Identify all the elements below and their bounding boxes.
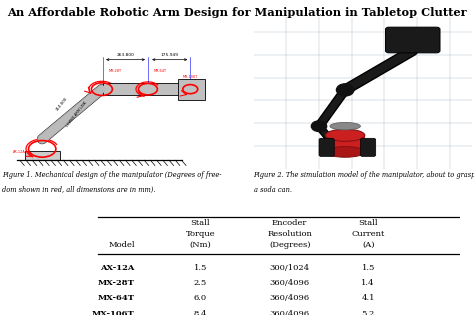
Text: Resolution: Resolution xyxy=(267,230,312,238)
Text: dom shown in red, all dimensions are in mm).: dom shown in red, all dimensions are in … xyxy=(2,186,156,194)
Text: MX-28T: MX-28T xyxy=(109,69,122,73)
Text: Figure 1. Mechanical design of the manipulator (Degrees of free-: Figure 1. Mechanical design of the manip… xyxy=(2,171,222,179)
FancyBboxPatch shape xyxy=(178,78,205,100)
Text: AX-12A: AX-12A xyxy=(100,264,135,272)
Text: Stall: Stall xyxy=(191,219,210,227)
Text: 263.800: 263.800 xyxy=(117,53,135,57)
FancyBboxPatch shape xyxy=(360,138,376,157)
Text: 6.0: 6.0 xyxy=(194,295,207,302)
Circle shape xyxy=(337,84,354,96)
Text: MX-64T: MX-64T xyxy=(154,69,167,73)
Text: An Affordable Robotic Arm Design for Manipulation in Tabletop Clutter: An Affordable Robotic Arm Design for Man… xyxy=(7,7,467,18)
Text: 2.5: 2.5 xyxy=(194,279,207,287)
Text: 4.1: 4.1 xyxy=(362,295,375,302)
Text: 5.2: 5.2 xyxy=(362,310,375,315)
Text: 8.4: 8.4 xyxy=(193,310,207,315)
FancyBboxPatch shape xyxy=(25,151,60,160)
Ellipse shape xyxy=(330,123,360,130)
FancyBboxPatch shape xyxy=(319,138,334,157)
Text: MX-64T: MX-64T xyxy=(98,295,135,302)
FancyBboxPatch shape xyxy=(385,27,440,53)
FancyBboxPatch shape xyxy=(326,135,365,152)
Text: MX-106T: MX-106T xyxy=(182,75,198,79)
Text: 1.5: 1.5 xyxy=(193,264,207,272)
Text: Model: Model xyxy=(108,241,135,249)
Text: 360/4096: 360/4096 xyxy=(270,295,310,302)
Text: Figure 2. The simulation model of the manipulator, about to grasp: Figure 2. The simulation model of the ma… xyxy=(254,171,474,179)
Text: 360/4096: 360/4096 xyxy=(270,279,310,287)
Ellipse shape xyxy=(326,129,365,141)
Text: 175.949: 175.949 xyxy=(160,53,178,57)
Text: (A): (A) xyxy=(362,241,374,249)
FancyBboxPatch shape xyxy=(103,83,182,95)
Ellipse shape xyxy=(326,146,365,157)
Text: MX-28T: MX-28T xyxy=(98,279,135,287)
Circle shape xyxy=(311,121,327,131)
Text: 1.4: 1.4 xyxy=(362,279,375,287)
Text: Torque: Torque xyxy=(185,230,215,238)
Text: 214.000: 214.000 xyxy=(55,97,69,112)
Text: AX-12A: AX-12A xyxy=(13,150,26,154)
Text: 360/4096: 360/4096 xyxy=(270,310,310,315)
Text: Encoder: Encoder xyxy=(272,219,308,227)
Text: 300/1024: 300/1024 xyxy=(270,264,310,272)
Text: Stall: Stall xyxy=(358,219,378,227)
Text: LOWER ARM LINK: LOWER ARM LINK xyxy=(66,100,88,127)
Text: (Nm): (Nm) xyxy=(190,241,211,249)
Text: (Degrees): (Degrees) xyxy=(269,241,310,249)
Text: MX-106T: MX-106T xyxy=(92,310,135,315)
Text: a soda can.: a soda can. xyxy=(254,186,292,194)
Text: Current: Current xyxy=(352,230,385,238)
Text: 1.5: 1.5 xyxy=(362,264,375,272)
